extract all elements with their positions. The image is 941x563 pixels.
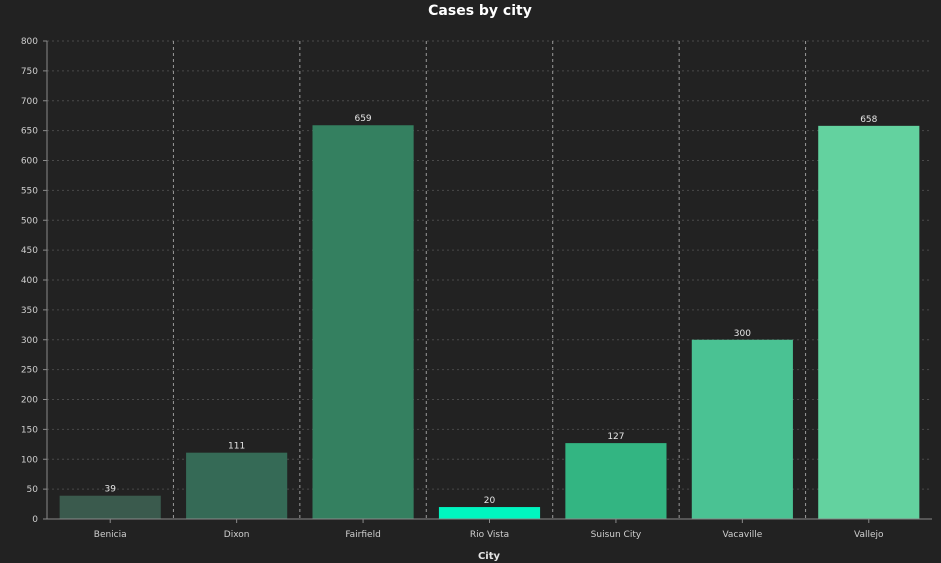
- x-tick-label: Vacaville: [722, 530, 762, 540]
- data-label: 39: [104, 485, 116, 495]
- y-tick-label: 250: [21, 366, 38, 376]
- x-tick-label: Dixon: [224, 530, 250, 540]
- grid-lines: [47, 40, 932, 519]
- x-tick-label: Rio Vista: [470, 530, 509, 540]
- y-tick-label: 600: [21, 157, 38, 167]
- chart-title: Cases by city: [428, 3, 532, 19]
- bar: [818, 125, 920, 519]
- x-tick-label: Benicia: [94, 530, 127, 540]
- y-tick-label: 650: [21, 127, 38, 137]
- x-tick-label: Suisun City: [591, 530, 642, 540]
- y-tick-label: 0: [32, 515, 38, 525]
- x-axis-title: City: [478, 551, 501, 562]
- y-tick-label: 150: [21, 425, 38, 435]
- y-tick-label: 700: [21, 97, 38, 107]
- y-tick-label: 800: [21, 37, 38, 47]
- data-label: 659: [354, 114, 371, 124]
- x-axis: Benicia Dixon Fairfield Rio Vista Suisun Cit…: [47, 518, 932, 540]
- y-tick-label: 550: [21, 186, 38, 196]
- bar: [312, 125, 414, 519]
- data-label: 127: [607, 432, 624, 442]
- data-label: 658: [860, 115, 877, 125]
- data-label: 300: [734, 329, 751, 339]
- bar: [691, 339, 793, 519]
- data-label: 111: [228, 442, 245, 452]
- bar: [565, 443, 667, 519]
- x-tick-label: Vallejo: [854, 530, 884, 540]
- y-tick-label: 50: [27, 485, 39, 495]
- bar: [186, 452, 288, 519]
- y-tick-label: 300: [21, 336, 38, 346]
- y-tick-label: 350: [21, 306, 38, 316]
- y-tick-label: 750: [21, 67, 38, 77]
- y-tick-label: 500: [21, 216, 38, 226]
- y-tick-label: 400: [21, 276, 38, 286]
- y-tick-label: 450: [21, 246, 38, 256]
- bar: [438, 507, 541, 519]
- y-tick-label: 200: [21, 396, 38, 406]
- y-tick-label: 100: [21, 455, 38, 465]
- data-label: 20: [484, 496, 496, 506]
- bar: [59, 495, 161, 519]
- x-tick-label: Fairfield: [345, 530, 381, 540]
- y-axis: 0 50 100 150 200 250 300 350 400 450 500 550 600 650 7…: [21, 37, 48, 525]
- bars: 39 111 659 20 127 300 658: [59, 114, 920, 519]
